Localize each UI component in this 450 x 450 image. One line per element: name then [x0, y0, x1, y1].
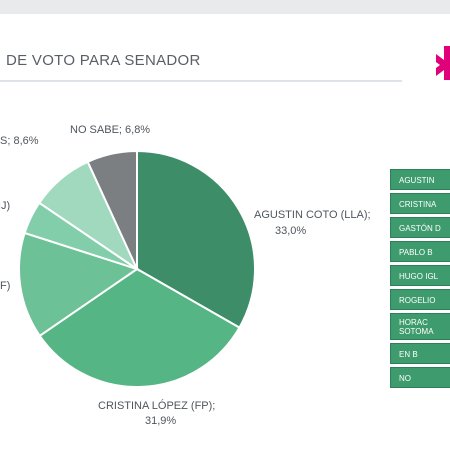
- title-divider: [0, 80, 402, 82]
- value-agustin-coto: 33,0%: [275, 225, 306, 237]
- chart-title: DE VOTO PARA SENADOR: [6, 52, 201, 69]
- label-slice-s: S; 8,6%: [0, 135, 39, 147]
- legend-item: GASTÓN D: [390, 217, 450, 238]
- label-agustin-coto: AGUSTIN COTO (LLA);: [254, 209, 371, 221]
- pie-slice-1: [38, 267, 241, 389]
- legend-item: EN B: [390, 343, 450, 364]
- legend-item: PABLO B: [390, 241, 450, 262]
- legend-item: HORAC SOTOMA: [390, 313, 450, 340]
- brand-logo: [436, 46, 450, 80]
- label-no-sabe: NO SABE; 6,8%: [70, 124, 150, 136]
- label-slice-f: F): [0, 280, 10, 292]
- legend-item: ROGELIO: [390, 289, 450, 310]
- legend-item: NO: [390, 367, 450, 388]
- legend-item: CRISTINA: [390, 193, 450, 214]
- pie-slice-5: [86, 149, 138, 270]
- pie-slice-2: [18, 231, 140, 338]
- value-cristina-lopez: 31,9%: [145, 415, 176, 427]
- label-cristina-lopez: CRISTINA LÓPEZ (FP);: [98, 399, 215, 412]
- label-slice-ij: IJ): [0, 200, 10, 212]
- legend-item: AGUSTIN: [390, 169, 450, 190]
- pie-slice-0: [136, 149, 257, 329]
- legend: AGUSTIN CRISTINA GASTÓN D PABLO B HUGO I…: [390, 169, 450, 391]
- legend-item: HUGO IGL: [390, 265, 450, 286]
